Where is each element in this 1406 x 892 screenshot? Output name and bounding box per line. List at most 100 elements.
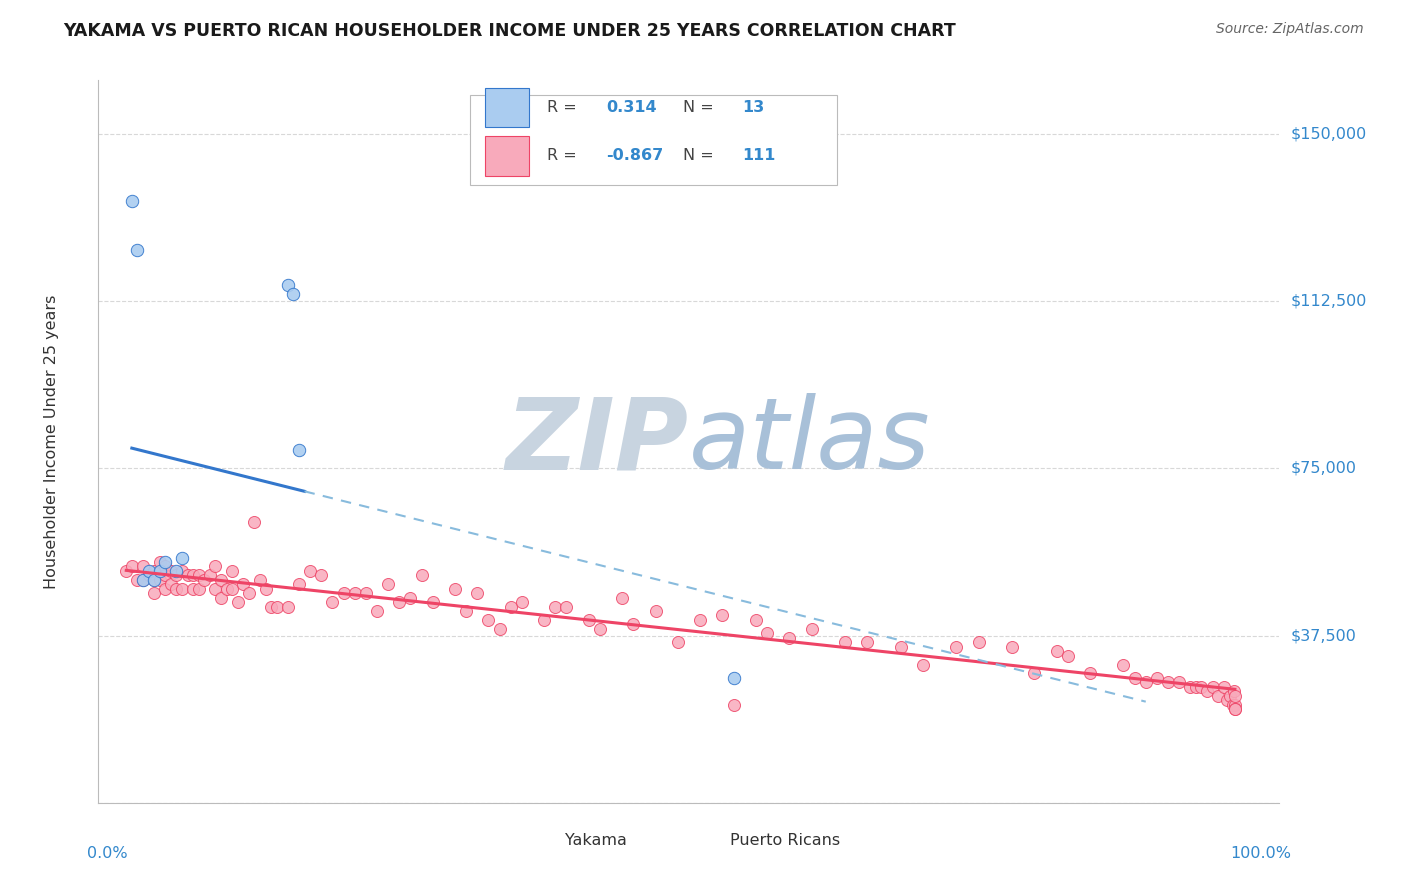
Text: $112,500: $112,500: [1291, 293, 1367, 309]
Point: [204, 582, 226, 596]
Text: $37,500: $37,500: [1291, 628, 1357, 643]
Point: [181, 568, 204, 582]
Point: [1223, 702, 1246, 716]
Point: [967, 635, 990, 649]
Point: [1135, 675, 1157, 690]
Text: $150,000: $150,000: [1291, 127, 1367, 141]
Point: [1185, 680, 1208, 694]
Point: [1191, 680, 1213, 694]
Point: [149, 564, 172, 578]
Point: [856, 635, 879, 649]
Bar: [485, 136, 530, 176]
Point: [533, 613, 555, 627]
Point: [723, 698, 745, 712]
Point: [170, 550, 193, 565]
Point: [121, 194, 143, 208]
Point: [555, 599, 578, 614]
Point: [254, 582, 277, 596]
Point: [945, 640, 967, 654]
Point: [283, 287, 305, 301]
Point: [143, 573, 166, 587]
Point: [187, 568, 209, 582]
Point: [890, 640, 912, 654]
Point: [411, 568, 433, 582]
Point: [221, 582, 243, 596]
Point: [221, 564, 243, 578]
Point: [299, 564, 322, 578]
Point: [127, 573, 149, 587]
Point: [1223, 702, 1246, 716]
Text: Puerto Ricans: Puerto Ricans: [730, 833, 841, 848]
Point: [155, 582, 177, 596]
Bar: [485, 87, 530, 128]
Point: [1206, 689, 1229, 703]
Point: [170, 582, 193, 596]
Text: 13: 13: [742, 100, 765, 114]
Point: [1112, 657, 1135, 672]
Point: [366, 604, 388, 618]
Point: [149, 573, 172, 587]
Point: [377, 577, 399, 591]
Text: R =: R =: [547, 148, 582, 163]
Point: [1180, 680, 1202, 694]
Point: [121, 559, 143, 574]
Point: [332, 586, 354, 600]
Point: [143, 586, 166, 600]
Point: [1056, 648, 1078, 663]
Point: [160, 564, 183, 578]
Point: [288, 577, 311, 591]
Point: [277, 599, 299, 614]
Text: 100.0%: 100.0%: [1230, 847, 1291, 861]
Point: [444, 582, 467, 596]
Text: 0.314: 0.314: [606, 100, 657, 114]
Point: [343, 586, 366, 600]
Point: [578, 613, 600, 627]
Text: $75,000: $75,000: [1291, 461, 1357, 475]
Point: [1157, 675, 1180, 690]
Point: [1146, 671, 1168, 685]
Point: [388, 595, 411, 609]
Point: [666, 635, 689, 649]
Point: [1168, 675, 1191, 690]
Point: [321, 595, 343, 609]
Point: [266, 599, 288, 614]
Point: [456, 604, 478, 618]
Text: Source: ZipAtlas.com: Source: ZipAtlas.com: [1216, 22, 1364, 37]
Point: [644, 604, 666, 618]
Point: [477, 613, 499, 627]
Point: [309, 568, 332, 582]
Text: Yakama: Yakama: [565, 833, 627, 848]
Point: [1195, 684, 1218, 698]
Point: [138, 568, 160, 582]
Point: [232, 577, 254, 591]
Point: [155, 568, 177, 582]
Point: [465, 586, 488, 600]
Text: N =: N =: [683, 148, 718, 163]
Point: [745, 613, 768, 627]
Point: [170, 564, 193, 578]
Point: [143, 573, 166, 587]
Text: 0.0%: 0.0%: [87, 847, 127, 861]
Point: [422, 595, 444, 609]
Point: [198, 568, 221, 582]
Point: [260, 599, 283, 614]
Point: [132, 573, 155, 587]
Point: [354, 586, 377, 600]
Point: [1201, 680, 1223, 694]
Point: [165, 582, 187, 596]
Point: [181, 582, 204, 596]
Point: [226, 595, 249, 609]
Point: [1222, 698, 1244, 712]
Text: N =: N =: [683, 100, 718, 114]
Point: [138, 564, 160, 578]
Bar: [523, 831, 557, 850]
Text: atlas: atlas: [689, 393, 931, 490]
Point: [215, 582, 238, 596]
Point: [1223, 689, 1246, 703]
Point: [689, 613, 711, 627]
Point: [1223, 698, 1246, 712]
Point: [115, 564, 138, 578]
Point: [711, 608, 734, 623]
Text: Householder Income Under 25 years: Householder Income Under 25 years: [44, 294, 59, 589]
Point: [911, 657, 934, 672]
